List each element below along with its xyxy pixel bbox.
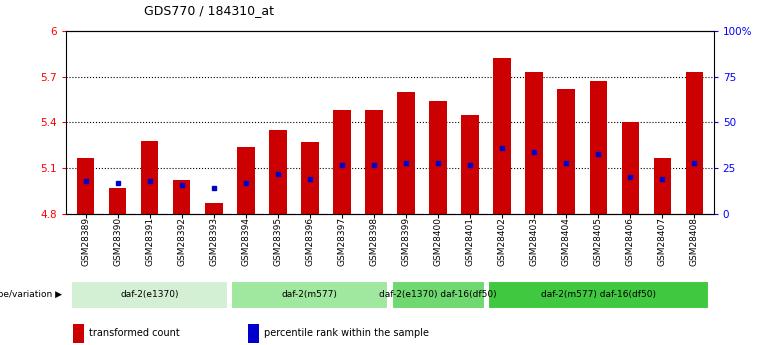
Text: GSM28390: GSM28390 [113,217,122,266]
Text: daf-2(e1370) daf-16(df50): daf-2(e1370) daf-16(df50) [379,290,497,299]
Bar [429,101,447,214]
Bar [141,141,158,214]
Bar [76,158,94,214]
Text: transformed count: transformed count [89,328,179,337]
Text: GDS770 / 184310_at: GDS770 / 184310_at [144,4,275,17]
Bar [494,58,511,214]
Bar [269,130,286,214]
Text: GSM28400: GSM28400 [434,217,442,266]
Bar [205,203,222,214]
Text: GSM28399: GSM28399 [402,217,410,266]
Bar [301,142,319,214]
Text: GSM28398: GSM28398 [370,217,378,266]
Bar [232,281,388,309]
Text: GSM28401: GSM28401 [466,217,474,266]
Text: GSM28395: GSM28395 [273,217,282,266]
Bar [488,281,709,309]
Text: GSM28405: GSM28405 [594,217,603,266]
Bar [590,81,607,214]
Bar [71,281,228,309]
Text: GSM28406: GSM28406 [626,217,635,266]
Text: percentile rank within the sample: percentile rank within the sample [264,328,429,337]
Text: genotype/variation ▶: genotype/variation ▶ [0,290,62,299]
Text: GSM28408: GSM28408 [690,217,699,266]
Text: GSM28392: GSM28392 [177,217,186,266]
Text: GSM28407: GSM28407 [658,217,667,266]
Text: GSM28404: GSM28404 [562,217,571,266]
Bar [333,110,351,214]
Text: GSM28393: GSM28393 [209,217,218,266]
Bar [108,188,126,214]
Text: daf-2(m577) daf-16(df50): daf-2(m577) daf-16(df50) [541,290,656,299]
Bar [173,180,190,214]
Text: GSM28396: GSM28396 [306,217,314,266]
Bar [247,324,259,343]
Text: GSM28397: GSM28397 [338,217,346,266]
Text: daf-2(e1370): daf-2(e1370) [120,290,179,299]
Bar [365,110,383,214]
Bar [397,92,415,214]
Bar [526,72,543,214]
Text: daf-2(m577): daf-2(m577) [282,290,338,299]
Bar [392,281,484,309]
Bar [654,158,672,214]
Bar [461,115,479,214]
Bar [558,89,575,214]
Bar [686,72,704,214]
Bar [73,324,84,343]
Text: GSM28402: GSM28402 [498,217,507,266]
Text: GSM28394: GSM28394 [241,217,250,266]
Bar [622,122,639,214]
Text: GSM28391: GSM28391 [145,217,154,266]
Text: GSM28403: GSM28403 [530,217,539,266]
Bar [237,147,254,214]
Text: GSM28389: GSM28389 [81,217,90,266]
